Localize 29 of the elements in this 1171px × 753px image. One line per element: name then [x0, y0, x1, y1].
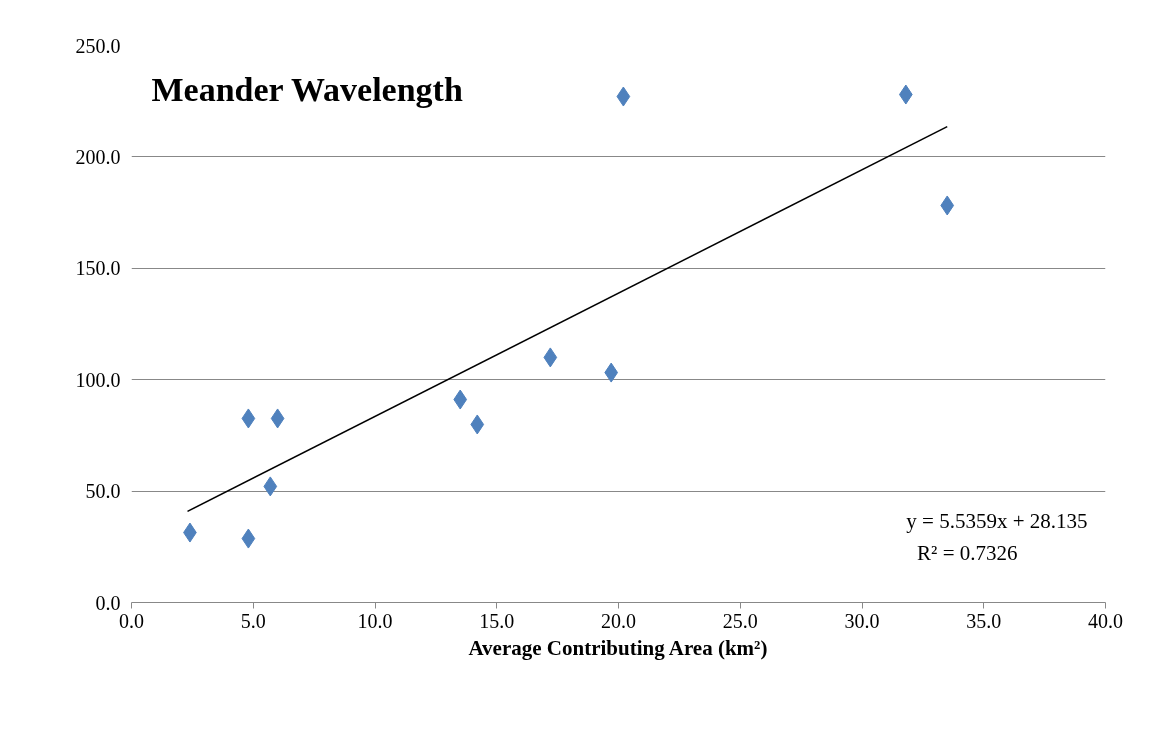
x-tick-label: 0.0 — [119, 609, 144, 632]
x-tick-label: 40.0 — [1088, 609, 1123, 632]
point — [543, 347, 558, 368]
point — [263, 476, 278, 497]
point — [270, 408, 285, 429]
point — [616, 86, 631, 107]
point — [604, 362, 619, 383]
y-tick-label: 100.0 — [75, 368, 121, 391]
x-tick-label: 5.0 — [240, 609, 266, 632]
text: Meander Wavelength — [151, 70, 463, 108]
y-tick-label: 50.0 — [85, 480, 121, 503]
x-axis-title: Average Contributing Area (km²) — [468, 635, 768, 660]
point — [241, 528, 256, 549]
y-tick-label: 150.0 — [75, 257, 121, 280]
annotation: y = 5.5359x + 28.135 — [906, 508, 1088, 533]
x-tick-label: 30.0 — [844, 609, 880, 632]
point — [453, 389, 468, 410]
x-tick-label: 20.0 — [601, 609, 636, 632]
y-tick-label: 250.0 — [75, 34, 121, 57]
point — [470, 414, 485, 435]
x-tick-label: 25.0 — [722, 609, 758, 632]
x-tick-label: 35.0 — [966, 609, 1002, 632]
y-tick-label: 0.0 — [95, 591, 121, 614]
annotation: R² = 0.7326 — [917, 540, 1018, 565]
point — [940, 195, 955, 216]
x-tick-label: 10.0 — [357, 609, 393, 632]
x-tick-label: 15.0 — [479, 609, 515, 632]
y-tick-label: 200.0 — [75, 145, 121, 168]
point — [241, 408, 256, 429]
